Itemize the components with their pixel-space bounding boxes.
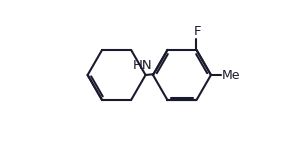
Text: HN: HN [132,59,152,72]
Text: Me: Me [222,69,240,81]
Text: F: F [193,25,201,38]
